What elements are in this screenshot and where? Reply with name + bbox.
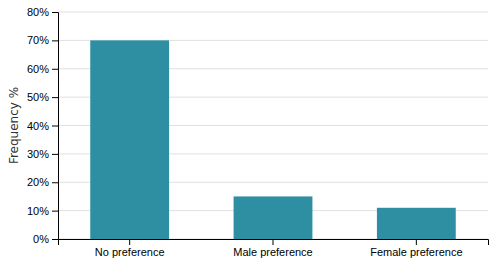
x-tick: Male preference bbox=[233, 239, 313, 258]
x-tick-label: Male preference bbox=[233, 246, 313, 258]
x-axis: No preference Male preference Female prefe… bbox=[59, 239, 489, 258]
bar bbox=[234, 196, 313, 239]
y-tick-mark bbox=[52, 182, 58, 183]
x-tick-mark bbox=[273, 239, 274, 245]
x-tick-label: No preference bbox=[95, 246, 165, 258]
y-tick-label: 50% bbox=[27, 91, 49, 103]
y-tick-label: 80% bbox=[27, 6, 49, 18]
x-tick-mark bbox=[416, 239, 417, 245]
y-tick-mark bbox=[52, 40, 58, 41]
y-tick: 0% bbox=[33, 233, 58, 245]
y-tick-label: 70% bbox=[27, 34, 49, 46]
x-tick-label: Female preference bbox=[370, 246, 462, 258]
grid bbox=[58, 12, 488, 239]
y-tick-label: 60% bbox=[27, 63, 49, 75]
bars bbox=[90, 40, 456, 239]
y-axis-title: Frequency % bbox=[7, 87, 21, 164]
y-tick-mark bbox=[52, 154, 58, 155]
grid-line bbox=[58, 12, 488, 13]
y-tick-label: 10% bbox=[27, 205, 49, 217]
y-tick-label: 0% bbox=[33, 233, 49, 245]
y-tick: 60% bbox=[27, 63, 58, 75]
y-tick: 30% bbox=[27, 148, 58, 160]
x-tick: No preference bbox=[95, 239, 165, 258]
y-tick: 20% bbox=[27, 176, 58, 188]
y-tick-mark bbox=[52, 97, 58, 98]
y-tick-label: 20% bbox=[27, 176, 49, 188]
y-tick: 40% bbox=[27, 120, 58, 132]
y-tick-mark bbox=[52, 126, 58, 127]
y-axis: 0% 10% 20% 30% 40% 50% 60% 70% 80% bbox=[27, 6, 59, 245]
y-tick: 10% bbox=[27, 205, 58, 217]
x-tick-mark bbox=[129, 239, 130, 245]
chart: No preference Male preference Female prefe… bbox=[0, 0, 500, 269]
y-tick: 70% bbox=[27, 34, 58, 46]
y-tick: 80% bbox=[27, 6, 58, 18]
bar bbox=[377, 208, 456, 239]
plot: No preference Male preference Female prefe… bbox=[27, 6, 489, 258]
y-tick-label: 30% bbox=[27, 148, 49, 160]
y-tick-mark bbox=[52, 12, 58, 13]
x-tick: Female preference bbox=[370, 239, 462, 258]
bar bbox=[90, 40, 169, 239]
y-axis-line bbox=[52, 13, 59, 240]
x-axis-line bbox=[59, 240, 489, 246]
y-tick: 50% bbox=[27, 91, 58, 103]
y-tick-mark bbox=[52, 239, 58, 240]
y-tick-mark bbox=[52, 211, 58, 212]
y-tick-label: 40% bbox=[27, 120, 49, 132]
y-tick-mark bbox=[52, 69, 58, 70]
